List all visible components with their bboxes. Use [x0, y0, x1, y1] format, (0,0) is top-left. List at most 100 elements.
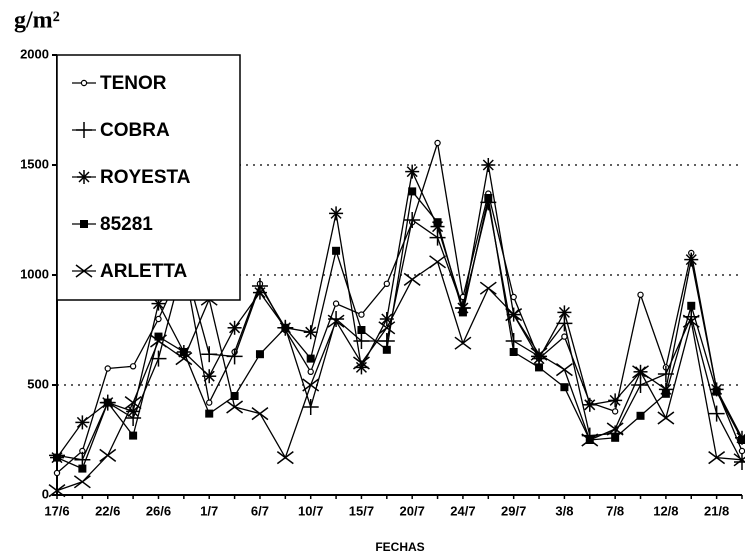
data-point [733, 453, 745, 467]
data-point [307, 368, 314, 375]
marker-shape [129, 363, 137, 370]
data-point [230, 392, 239, 400]
data-point [103, 398, 112, 407]
marker-shape [383, 280, 391, 287]
x-tick-label: 24/7 [450, 503, 475, 518]
marker-stroke [330, 207, 342, 219]
x-tick-label: 22/6 [95, 503, 120, 518]
marker-stroke [530, 347, 548, 361]
marker-stroke [48, 484, 66, 498]
marker-shape [230, 392, 239, 400]
data-point [481, 158, 496, 172]
data-point [632, 365, 649, 379]
marker-shape [255, 350, 264, 359]
data-point [734, 454, 745, 470]
data-point [429, 255, 447, 269]
marker-stroke [302, 378, 320, 392]
data-point [104, 365, 111, 372]
marker-stroke [99, 448, 117, 462]
data-point [303, 325, 318, 340]
marker-stroke [606, 422, 624, 436]
marker-stroke [73, 475, 91, 489]
marker-shape [687, 301, 696, 310]
marker-stroke [682, 314, 700, 328]
legend-label: 85281 [100, 214, 153, 235]
data-point [433, 218, 442, 227]
legend-marker [75, 264, 93, 278]
marker-stroke [352, 356, 370, 370]
data-point [561, 333, 568, 340]
marker-shape [434, 139, 441, 147]
marker-shape [561, 333, 568, 340]
data-point [358, 311, 365, 318]
data-point [328, 311, 345, 327]
marker-shape [332, 246, 341, 255]
x-tick-label: 26/6 [146, 503, 171, 518]
marker-shape [382, 345, 391, 354]
data-point [637, 291, 644, 298]
marker-shape [80, 220, 88, 228]
marker-stroke [327, 314, 345, 328]
marker-stroke [378, 321, 396, 335]
data-point [251, 407, 269, 421]
data-point [226, 400, 244, 414]
data-point [155, 315, 162, 323]
marker-shape [510, 293, 517, 301]
marker-stroke [581, 433, 599, 447]
data-point [403, 272, 421, 286]
marker-stroke [127, 405, 139, 417]
data-point [78, 464, 87, 473]
marker-shape [80, 79, 88, 87]
chart-title: g/m² [14, 8, 60, 34]
data-point [684, 252, 699, 267]
data-point [53, 453, 61, 462]
marker-stroke [632, 365, 649, 379]
legend-label: ROYESTA [100, 167, 191, 188]
marker-shape [332, 300, 340, 307]
data-point [606, 422, 624, 436]
marker-stroke [150, 334, 167, 348]
data-point [404, 212, 421, 228]
data-point [226, 348, 243, 365]
data-point [560, 383, 569, 392]
marker-stroke [381, 313, 393, 325]
data-point [454, 336, 472, 350]
series-line [56, 164, 743, 458]
marker-stroke [78, 171, 90, 183]
data-point [687, 301, 696, 310]
data-point [48, 484, 66, 498]
data-point [175, 352, 193, 366]
marker-shape [103, 398, 112, 407]
data-point [530, 347, 548, 361]
marker-shape [78, 464, 87, 473]
legend-label: COBRA [100, 120, 170, 141]
data-point [124, 396, 142, 410]
data-point [738, 447, 745, 455]
data-point [281, 323, 290, 332]
data-point [383, 280, 391, 287]
data-point [99, 448, 117, 462]
marker-shape [738, 436, 745, 444]
marker-shape [179, 348, 188, 356]
data-point [329, 206, 344, 221]
data-point [150, 334, 167, 348]
data-point [535, 363, 544, 372]
data-point [682, 314, 700, 328]
marker-stroke [454, 336, 472, 350]
marker-shape [307, 368, 314, 375]
data-point [332, 300, 340, 307]
data-point [661, 389, 670, 398]
data-point [405, 164, 420, 179]
data-point [129, 431, 138, 440]
legend: TENOR COBRA ROYESTA 85281 ARLETTA [56, 54, 241, 301]
data-point [129, 363, 137, 370]
data-point [708, 405, 725, 422]
marker-stroke [175, 352, 193, 366]
data-point [327, 314, 345, 328]
data-point [382, 345, 391, 354]
marker-stroke [251, 407, 269, 421]
data-point [75, 415, 90, 430]
marker-stroke [75, 264, 93, 278]
data-point [582, 397, 597, 412]
marker-stroke [406, 166, 418, 178]
